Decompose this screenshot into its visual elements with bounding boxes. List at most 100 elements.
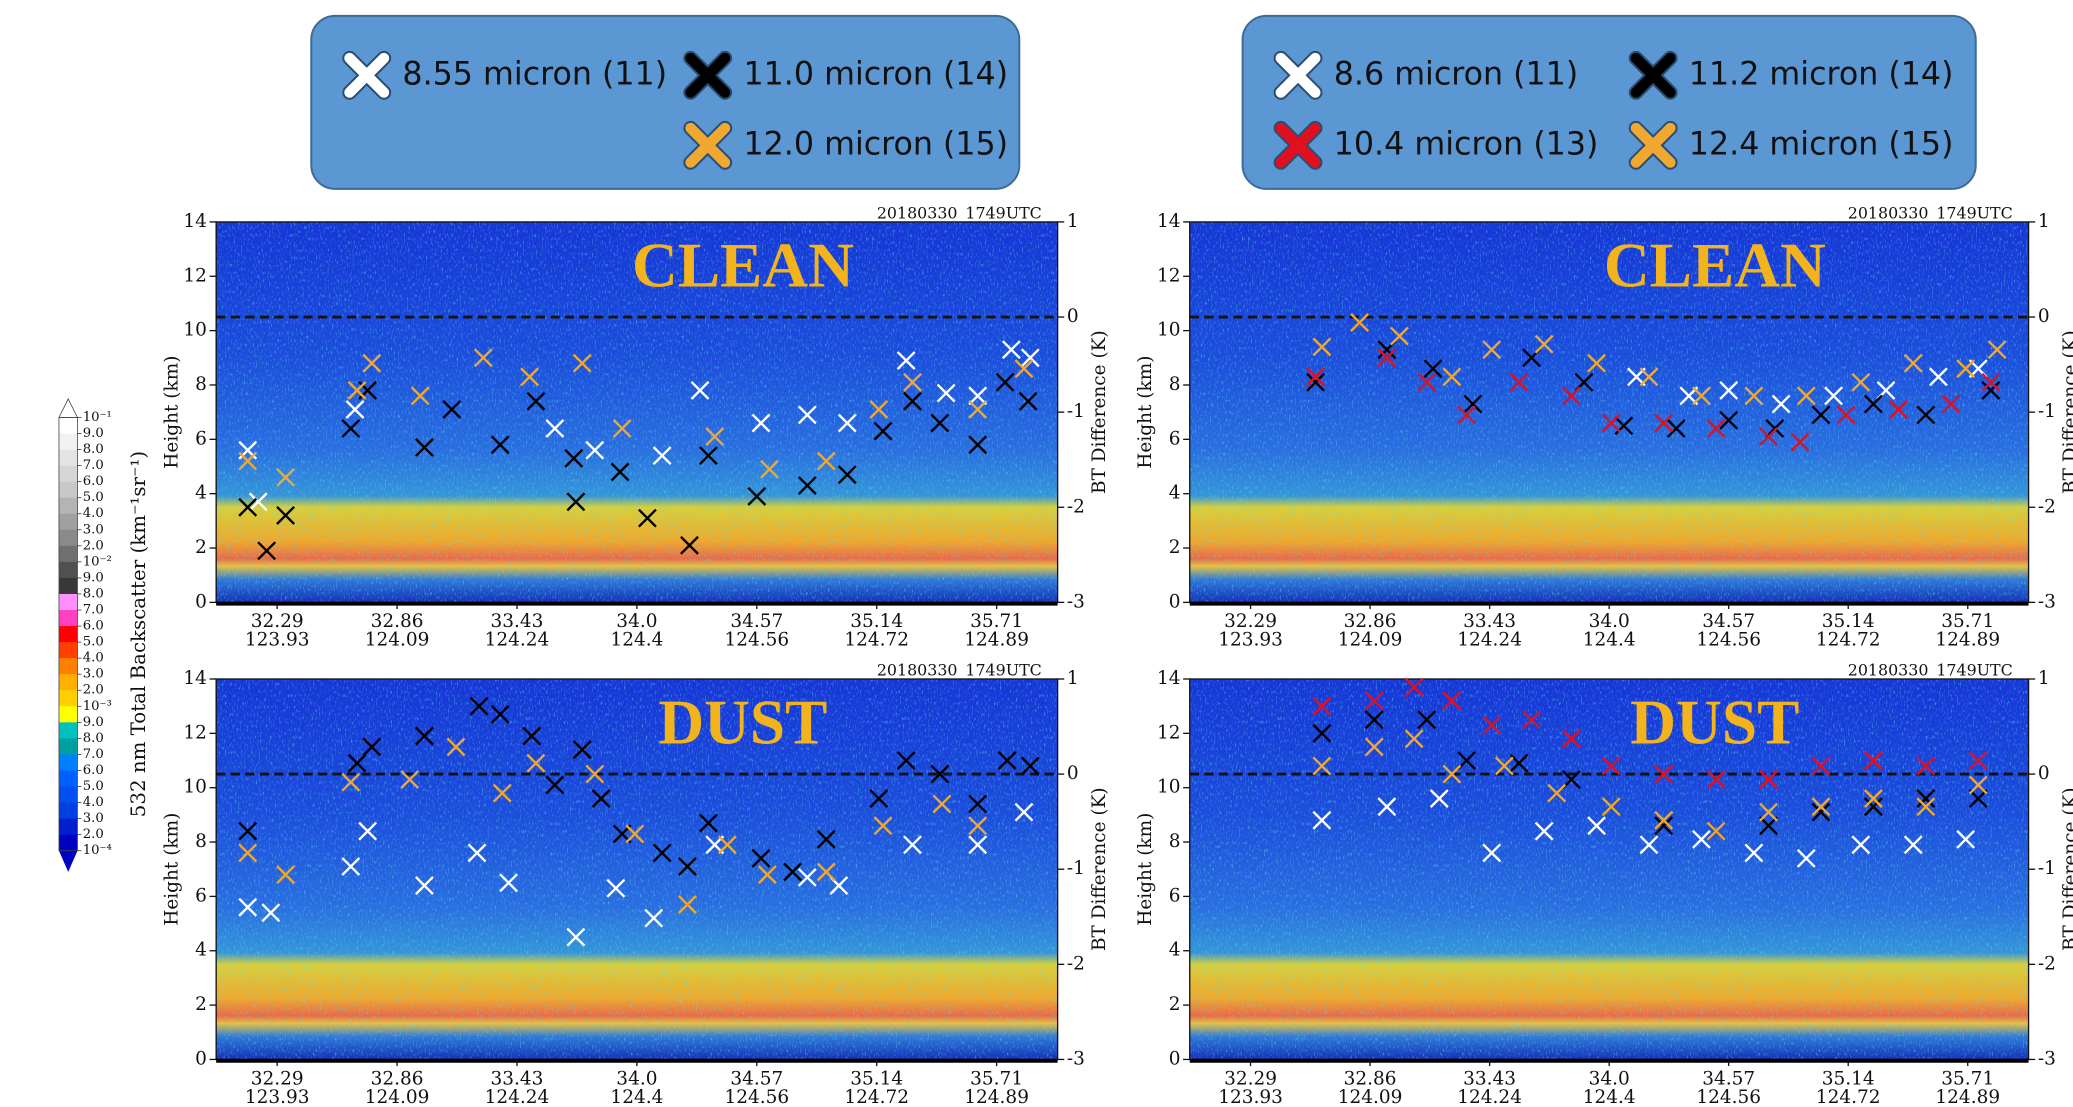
y-axis-label: Height (km)	[1135, 813, 1156, 926]
colorbar-tick-label: 10⁻¹	[83, 410, 112, 425]
y-tick-label: 14	[1157, 668, 1181, 689]
y2-tick-label: 0	[1067, 306, 1079, 327]
colorbar-segment	[58, 561, 78, 579]
y2-tick-label: 1	[2038, 211, 2050, 232]
legend-label: 8.6 micron (11)	[1334, 56, 1578, 92]
y-axis-label: Height (km)	[162, 356, 183, 469]
x-tick-label: 33.43	[491, 1068, 544, 1089]
y2-tick-label: -3	[2038, 591, 2056, 612]
y-tick-label: 0	[195, 1048, 207, 1069]
x-marker	[930, 764, 950, 784]
x-marker	[520, 367, 540, 387]
x-marker	[757, 865, 777, 885]
x-marker	[903, 372, 922, 392]
x-tick-label: 32.29	[251, 611, 304, 632]
x-marker	[572, 740, 592, 760]
x-marker	[566, 927, 586, 947]
x-marker	[469, 696, 489, 716]
x-marker	[585, 764, 605, 784]
x-marker	[1482, 715, 1502, 735]
x-marker	[238, 497, 258, 517]
x-marker	[347, 380, 367, 400]
x-marker	[1377, 797, 1397, 817]
x-tick-label: 35.71	[970, 1068, 1023, 1089]
colorbar-segment	[58, 481, 78, 499]
x-marker	[526, 391, 546, 411]
x-marker	[1014, 359, 1034, 379]
x-marker	[1417, 372, 1437, 392]
x-marker	[1350, 313, 1370, 332]
x-marker	[797, 405, 817, 425]
x-tick-label-secondary: 124.89	[964, 1087, 1029, 1107]
x-tick-label-secondary: 123.93	[245, 630, 310, 651]
colorbar-segment	[58, 738, 78, 755]
x-tick-label: 34.0	[616, 1068, 657, 1089]
colorbar-tick-label: 7.0	[83, 458, 104, 473]
x-tick-label-secondary: 124.24	[485, 630, 550, 651]
colorbar-tick-label: 2.0	[83, 538, 104, 553]
x-tick-label-secondary: 124.72	[844, 630, 909, 651]
x-marker	[414, 726, 434, 746]
x-marker	[606, 878, 626, 898]
x-marker	[1941, 394, 1961, 414]
x-marker	[358, 821, 378, 841]
x-marker	[492, 783, 512, 803]
x-marker	[276, 467, 296, 487]
x-marker	[341, 419, 361, 438]
x-marker	[414, 876, 434, 895]
x-tick-label: 32.86	[371, 611, 424, 632]
x-marker	[1404, 677, 1424, 697]
backscatter-speckle	[1189, 678, 2029, 1060]
x-marker	[1442, 764, 1462, 784]
x-marker	[751, 413, 771, 433]
x-marker	[1364, 691, 1384, 711]
y2-tick-label: 1	[1067, 211, 1079, 232]
x-tick-label: 32.86	[1344, 611, 1397, 632]
x-tick-label-secondary: 124.89	[1935, 1087, 2000, 1107]
x-tick-label-secondary: 124.09	[365, 630, 430, 651]
y2-tick-label: 1	[2038, 668, 2050, 689]
colorbar-segment	[58, 529, 78, 547]
colorbar-segment	[58, 545, 78, 563]
x-marker	[1719, 410, 1739, 430]
panel-title: CLEAN	[632, 231, 854, 301]
y2-tick-label: -1	[1067, 858, 1085, 879]
y-tick-label: 14	[183, 668, 207, 689]
x-marker	[896, 751, 916, 770]
colorbar-segment	[58, 433, 78, 450]
x-marker	[1956, 829, 1976, 849]
x-marker	[1771, 394, 1791, 414]
x-marker	[1851, 835, 1871, 855]
x-marker	[1811, 802, 1831, 822]
colorbar-tick-label: 2.0	[83, 827, 104, 842]
colorbar-segment	[58, 417, 78, 434]
x-marker	[345, 400, 365, 419]
x-marker	[1001, 340, 1021, 360]
y-tick-label: 4	[1169, 483, 1181, 504]
x-marker	[1364, 710, 1384, 730]
x-marker	[1639, 835, 1659, 855]
x-marker	[1824, 386, 1843, 406]
y-tick-label: 4	[195, 940, 207, 961]
x-marker	[490, 704, 510, 724]
x-marker	[968, 816, 988, 836]
x-marker	[1312, 810, 1332, 830]
colorbar-tick-label: 2.0	[83, 683, 104, 698]
y2-tick-label: -2	[2038, 496, 2056, 517]
x-tick-label: 34.0	[616, 611, 657, 632]
y-tick-label: 2	[1169, 994, 1181, 1015]
x-marker	[1851, 372, 1871, 392]
x-tick-label: 35.71	[1941, 611, 1994, 632]
panel-title: DUST	[658, 688, 827, 758]
y-tick-label: 10	[183, 320, 207, 341]
x-marker	[1494, 756, 1514, 776]
y2-tick-label: 0	[2038, 306, 2050, 327]
colorbar-tick-label: 5.0	[83, 779, 104, 794]
x-marker	[1306, 372, 1325, 392]
x-marker	[1706, 821, 1726, 841]
y-tick-label: 2	[1169, 537, 1181, 558]
x-marker	[238, 897, 258, 917]
y-tick-label: 2	[195, 994, 207, 1015]
colorbar-segment	[58, 610, 78, 627]
